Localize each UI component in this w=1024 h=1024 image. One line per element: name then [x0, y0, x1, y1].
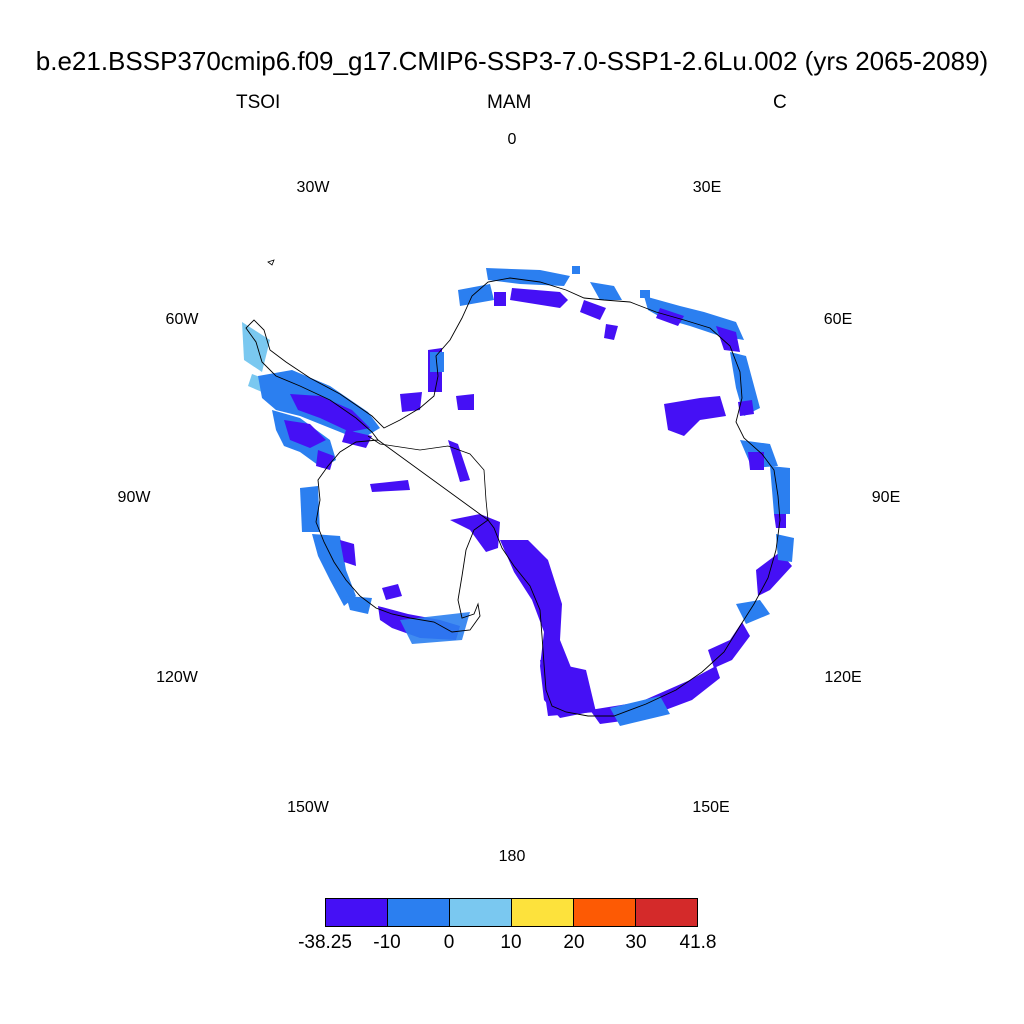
- lon-label-180: 180: [498, 848, 526, 865]
- cell-violet: [540, 660, 596, 716]
- cell-violet: [450, 514, 500, 552]
- cell-light-blue: [242, 322, 270, 372]
- colorbar-swatch: [449, 898, 512, 927]
- cell-violet: [342, 430, 372, 448]
- colorbar: [325, 898, 698, 927]
- units-label: C: [773, 92, 787, 113]
- colorbar-label: 30: [625, 932, 647, 953]
- cell-blue: [730, 352, 760, 416]
- variable-label: TSOI: [236, 92, 281, 113]
- season-label: MAM: [487, 92, 532, 113]
- colorbar-label: -10: [373, 932, 401, 953]
- cell-violet: [382, 584, 402, 600]
- cell-violet: [580, 300, 606, 320]
- colorbar-swatch: [325, 898, 388, 927]
- figure-title: b.e21.BSSP370cmip6.f09_g17.CMIP6-SSP3-7.…: [35, 46, 989, 76]
- colorbar-label: 41.8: [679, 932, 717, 953]
- cell-blue: [590, 282, 622, 300]
- lon-label-90e: 90E: [871, 489, 901, 506]
- lon-label-150e: 150E: [692, 799, 730, 816]
- cell-blue: [640, 290, 650, 298]
- colorbar-swatch: [511, 898, 574, 927]
- lon-label-120w: 120W: [156, 669, 198, 686]
- lon-label-120e: 120E: [824, 669, 862, 686]
- cell-blue: [776, 534, 794, 562]
- cell-violet: [664, 396, 726, 436]
- lon-label-150w: 150W: [287, 799, 329, 816]
- cell-blue: [736, 600, 770, 624]
- colorbar-swatch: [573, 898, 636, 927]
- cell-blue: [610, 696, 670, 726]
- cell-violet: [656, 308, 684, 326]
- cell-blue: [770, 466, 790, 514]
- cell-violet: [456, 394, 474, 410]
- lon-label-0: 0: [507, 131, 517, 148]
- antarctica-coastline: [245, 277, 781, 717]
- lon-label-90w: 90W: [117, 489, 151, 506]
- cell-violet: [738, 400, 754, 416]
- cell-blue: [400, 612, 470, 644]
- lon-label-60w: 60W: [165, 311, 199, 328]
- cell-blue: [300, 486, 320, 532]
- colorbar-swatch: [387, 898, 450, 927]
- lon-label-60e: 60E: [823, 311, 853, 328]
- cell-blue: [458, 284, 494, 306]
- lon-label-30e: 30E: [692, 179, 722, 196]
- cell-blue: [346, 596, 372, 614]
- cell-violet: [290, 394, 370, 432]
- cell-blue: [572, 266, 580, 274]
- ice-shelf-outline: [367, 435, 489, 521]
- colorbar-label: 10: [500, 932, 522, 953]
- cell-violet: [316, 450, 334, 470]
- data-cells: [242, 266, 794, 726]
- cell-violet: [494, 292, 506, 306]
- cell-violet: [510, 288, 568, 308]
- island-outline: [267, 259, 275, 266]
- colorbar-label: 0: [443, 932, 455, 953]
- colorbar-label: -38.25: [298, 932, 352, 953]
- cell-violet: [284, 420, 326, 448]
- cell-violet: [370, 480, 410, 492]
- cell-violet: [448, 440, 470, 482]
- cell-violet: [340, 540, 356, 566]
- cell-violet: [756, 552, 792, 596]
- colorbar-label: 20: [563, 932, 585, 953]
- lon-label-30w: 30W: [296, 179, 330, 196]
- cell-violet: [748, 452, 764, 470]
- cell-violet: [400, 392, 422, 412]
- cell-violet: [604, 324, 618, 340]
- colorbar-swatch: [635, 898, 698, 927]
- cell-blue: [312, 534, 356, 606]
- cell-violet: [716, 326, 740, 352]
- cell-blue: [486, 268, 570, 286]
